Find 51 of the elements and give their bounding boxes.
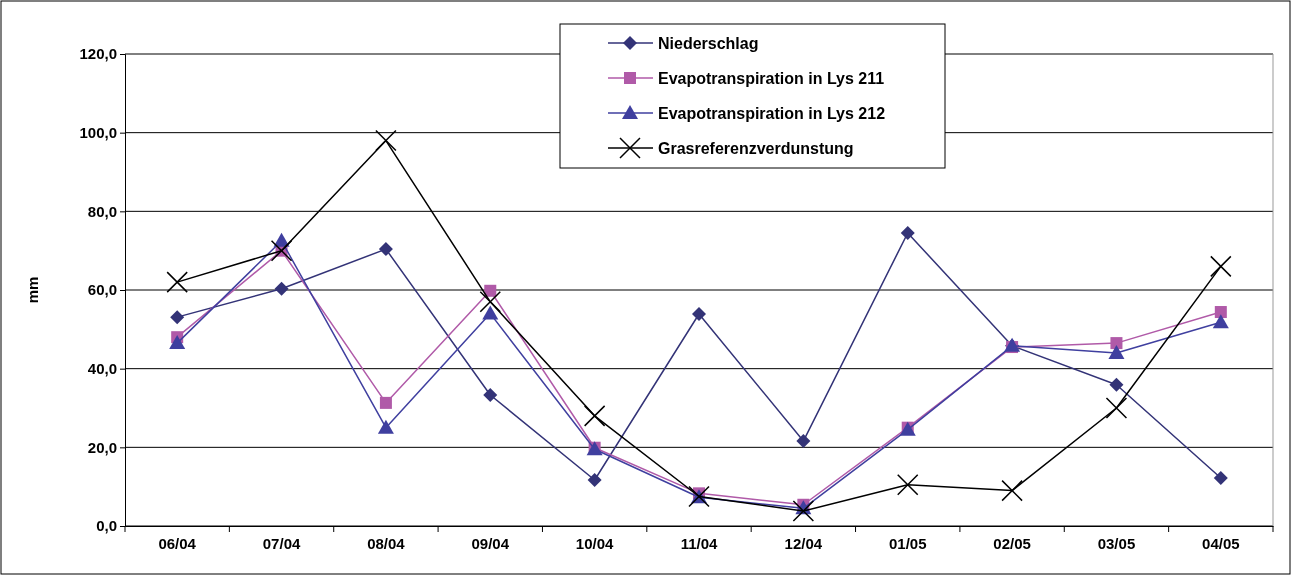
point	[587, 472, 602, 487]
point	[1212, 314, 1229, 329]
point	[375, 129, 397, 152]
x-tick-label: 01/05	[888, 534, 927, 552]
y-axis-title: mm	[24, 276, 41, 304]
point	[274, 281, 289, 296]
x-tick-label: 10/04	[575, 534, 615, 552]
x-tick-label: 03/05	[1097, 534, 1136, 552]
legend-label: Evapotranspiration in Lys 211	[658, 70, 885, 87]
y-tick-label: 120,0	[79, 45, 117, 63]
point	[1210, 255, 1232, 278]
point	[166, 271, 188, 293]
x-tick-label: 02/05	[993, 534, 1031, 552]
point	[169, 335, 186, 350]
point	[1110, 337, 1123, 350]
y-tick-label: 0,0	[96, 517, 117, 535]
x-tick-label: 12/04	[784, 534, 823, 552]
point	[1109, 377, 1124, 392]
legend-label: Grasreferenzverdunstung	[658, 140, 854, 157]
y-tick-label: 40,0	[87, 359, 117, 377]
point	[484, 284, 497, 297]
point	[1108, 344, 1125, 359]
point	[796, 434, 811, 449]
y-tick-label: 60,0	[87, 281, 117, 299]
point	[379, 396, 392, 409]
point	[1001, 479, 1023, 502]
x-tick-label: 04/05	[1202, 534, 1240, 552]
point	[170, 310, 185, 325]
y-tick-label: 100,0	[79, 123, 117, 141]
point	[1213, 471, 1228, 486]
y-tick-label: 20,0	[87, 438, 117, 456]
x-tick-label: 11/04	[680, 534, 719, 552]
legend-label: Niederschlag	[658, 35, 759, 52]
x-tick-label: 06/04	[158, 534, 197, 552]
legend-label: Evapotranspiration in Lys 212	[658, 105, 886, 122]
point	[792, 500, 815, 522]
point	[483, 388, 498, 403]
point	[583, 405, 606, 427]
x-tick-label: 09/04	[471, 534, 510, 552]
point	[1105, 397, 1128, 419]
y-tick-label: 80,0	[87, 202, 117, 220]
point	[479, 291, 502, 313]
x-tick-label: 08/04	[367, 534, 406, 552]
point	[692, 306, 706, 321]
x-tick-label: 07/04	[262, 534, 301, 552]
point	[896, 473, 919, 496]
point	[377, 419, 394, 434]
point	[900, 225, 915, 240]
point	[1214, 306, 1227, 319]
point	[378, 242, 393, 257]
point	[482, 305, 499, 320]
